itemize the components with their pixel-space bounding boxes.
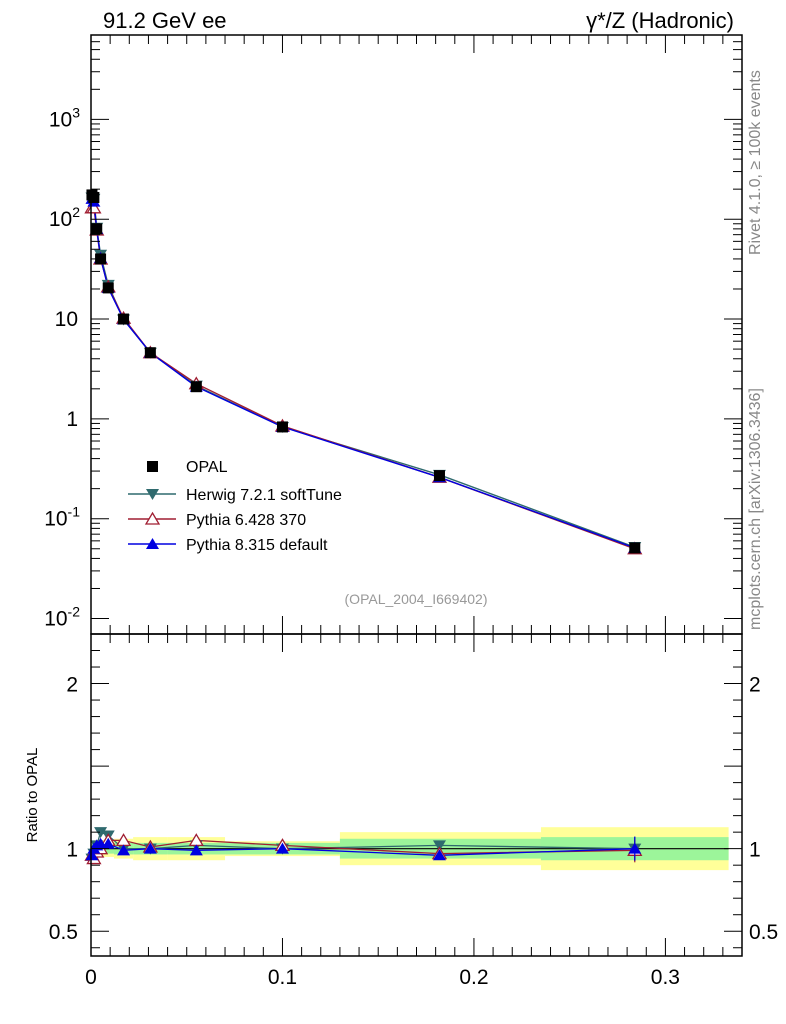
- analysis-tag: (OPAL_2004_I669402): [345, 591, 488, 607]
- rivet-version-label: Rivet 4.1.0, ≥ 100k events: [747, 70, 764, 255]
- point-opal: [433, 470, 445, 482]
- ratio-y-tick-label-right: 2: [749, 674, 761, 697]
- legend: OPAL Herwig 7.2.1 softTune Pythia 6.428 …: [128, 459, 342, 554]
- series-line-pythia-8-315-default: [91, 198, 636, 549]
- legend-label-pythia8: Pythia 8.315 default: [186, 537, 328, 554]
- legend-marker-pythia6: [144, 511, 161, 525]
- ratio-point-pythia-8-315-default: [101, 837, 115, 849]
- y-tick-label: 10-2: [44, 604, 80, 631]
- mcplots-label: mcplots.cern.ch [arXiv:1306.3436]: [747, 388, 764, 630]
- y-tick-label: 103: [49, 104, 80, 131]
- x-tick-label: 0.3: [651, 966, 680, 989]
- x-tick-label: 0: [85, 966, 97, 989]
- y-tick-label: 10: [55, 308, 78, 331]
- main-plot-content: [84, 189, 643, 555]
- ratio-point-pythia-8-315-default: [628, 842, 642, 854]
- ratio-y-tick-label-left: 2: [66, 674, 78, 697]
- x-tick-label: 0.2: [459, 966, 488, 989]
- left-title: 91.2 GeV ee: [103, 8, 227, 33]
- ratio-axis-ticks: 0.5 0.5 1 1 2 2 0 0.1 0.2 0.3: [49, 633, 778, 989]
- ratio-frame: [90, 633, 743, 957]
- legend-label-herwig: Herwig 7.2.1 softTune: [186, 487, 342, 504]
- ratio-y-tick-label-left: 0.5: [49, 921, 78, 944]
- ratio-point-herwig-7-2-1-softtune: [432, 840, 446, 852]
- point-opal: [95, 253, 107, 265]
- point-opal: [276, 421, 288, 433]
- y-tick-label: 1: [66, 408, 78, 431]
- ratio-point-pythia-8-315-default: [275, 842, 289, 854]
- legend-entry-opal: OPAL: [147, 459, 228, 476]
- ratio-ylabel: Ratio to OPAL: [24, 748, 41, 843]
- ratio-y-tick-label-right: 1: [749, 839, 761, 862]
- ratio-point-herwig-7-2-1-softtune: [94, 827, 108, 839]
- point-opal: [629, 542, 641, 554]
- point-opal: [144, 347, 156, 359]
- ratio-point-pythia-8-315-default: [432, 849, 446, 861]
- y-tick-label: 102: [49, 204, 80, 231]
- legend-marker-opal: [147, 461, 158, 472]
- legend-label-opal: OPAL: [186, 459, 228, 476]
- main-axis-ticks: 10-2 10-1 1 10 102 103: [44, 34, 743, 634]
- legend-label-pythia6: Pythia 6.428 370: [186, 512, 306, 529]
- legend-entry-herwig: Herwig 7.2.1 softTune: [128, 487, 342, 504]
- ratio-point-pythia-8-315-default: [85, 849, 99, 861]
- ratio-y-tick-label-right: 0.5: [749, 921, 778, 944]
- main-panel: 10-2 10-1 1 10 102 103: [44, 34, 743, 635]
- point-opal: [88, 191, 100, 203]
- point-opal: [102, 282, 114, 294]
- x-tick-label: 0.1: [268, 966, 297, 989]
- ratio-panel: 0.5 0.5 1 1 2 2 0 0.1 0.2 0.3: [49, 633, 778, 989]
- ratio-point-pythia-8-315-default: [143, 842, 157, 854]
- legend-marker-herwig: [146, 489, 159, 500]
- ratio-plot-content: [84, 827, 729, 871]
- ratio-y-tick-label-left: 1: [66, 839, 78, 862]
- legend-entry-pythia6: Pythia 6.428 370: [128, 511, 306, 529]
- series-line-pythia-6-428-370: [92, 207, 636, 550]
- y-tick-label: 10-1: [44, 504, 80, 531]
- ratio-point-pythia-8-315-default: [189, 844, 203, 856]
- legend-marker-pythia8: [146, 538, 159, 549]
- point-opal: [118, 313, 130, 325]
- right-title: γ*/Z (Hadronic): [586, 8, 734, 33]
- ratio-point-pythia-8-315-default: [117, 844, 131, 856]
- legend-entry-pythia8: Pythia 8.315 default: [128, 537, 328, 554]
- point-opal: [190, 381, 202, 393]
